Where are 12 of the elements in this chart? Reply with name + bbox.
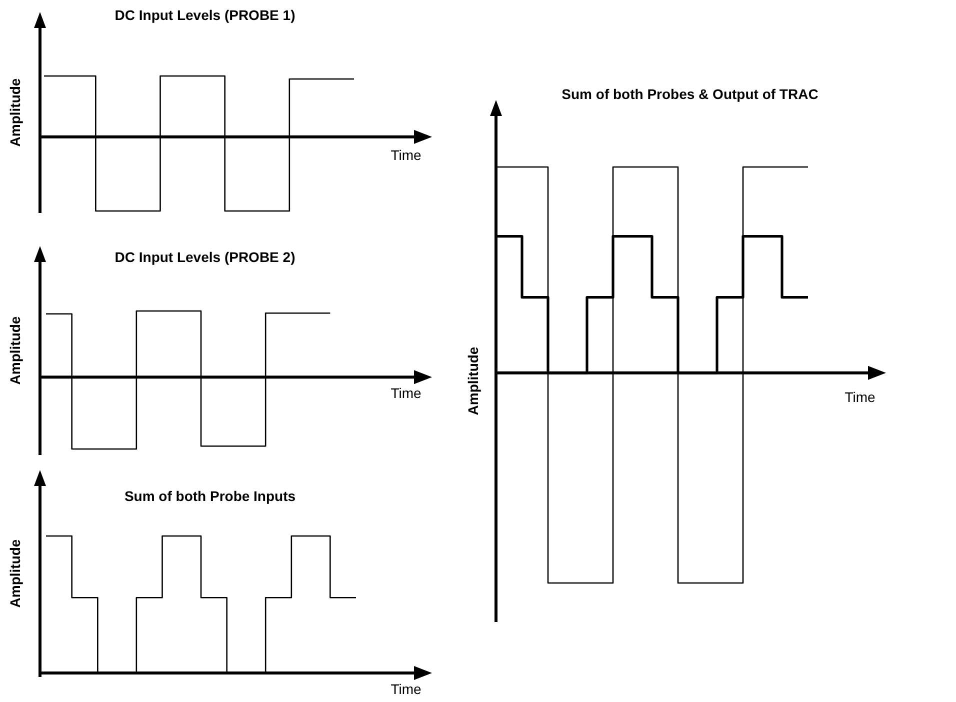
chart-title: Sum of both Probes & Output of TRAC xyxy=(562,86,818,102)
y-axis-title: Amplitude xyxy=(7,539,23,608)
y-axis-title: Amplitude xyxy=(465,346,481,416)
x-axis-title: Time xyxy=(390,681,422,697)
chart-title: DC Input Levels (PROBE 1) xyxy=(114,7,296,23)
y-axis-title: Amplitude xyxy=(7,78,23,147)
y-axis-title: Amplitude xyxy=(7,316,23,385)
chart-title: Sum of both Probe Inputs xyxy=(124,488,296,504)
x-axis-title: Time xyxy=(390,385,422,401)
chart-title: DC Input Levels (PROBE 2) xyxy=(114,249,296,265)
x-axis-title: Time xyxy=(390,147,422,163)
x-axis-title: Time xyxy=(844,389,876,405)
